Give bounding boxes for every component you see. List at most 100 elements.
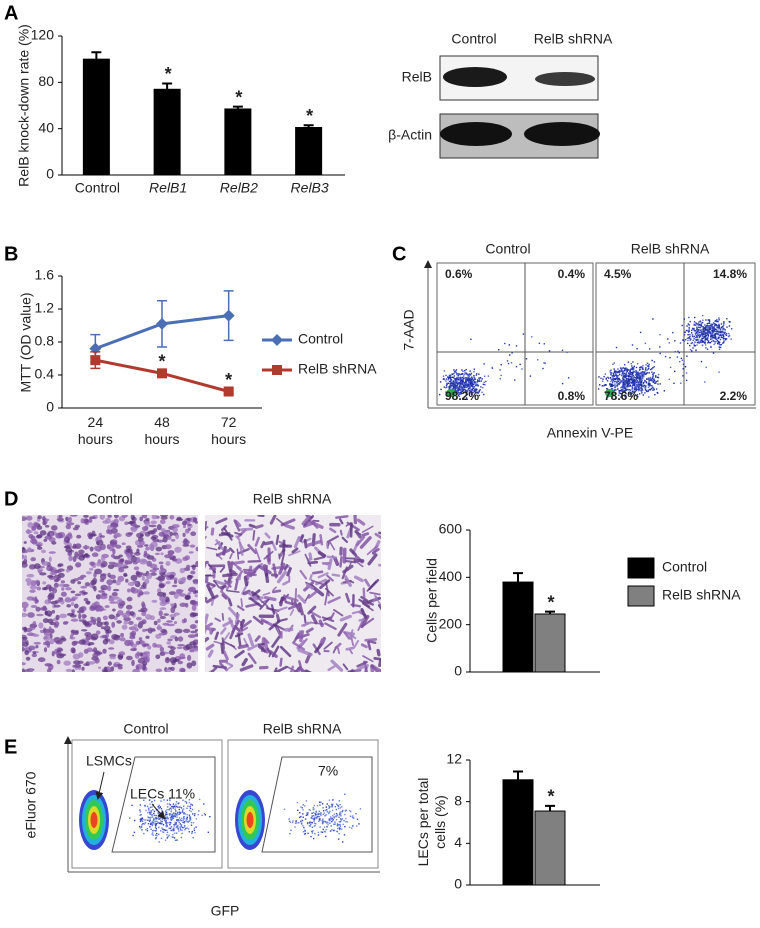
event-dot <box>336 803 337 804</box>
event-dot <box>165 822 166 823</box>
event-dot <box>724 328 725 329</box>
event-dot <box>640 332 641 333</box>
event-dot <box>713 352 714 353</box>
event-dot <box>198 810 199 811</box>
event-dot <box>720 344 721 345</box>
event-dot <box>340 815 341 816</box>
event-dot <box>655 377 656 378</box>
cell <box>59 515 63 518</box>
cell <box>26 530 33 533</box>
cell <box>159 532 166 537</box>
event-dot <box>315 823 316 824</box>
event-dot <box>646 379 647 380</box>
event-dot <box>155 827 156 828</box>
cell <box>24 669 28 675</box>
event-dot <box>704 381 705 382</box>
cell <box>159 570 165 573</box>
event-dot <box>632 378 633 379</box>
blot-row-label: β-Actin <box>388 127 432 143</box>
cell <box>47 644 50 648</box>
event-dot <box>455 370 456 371</box>
event-dot <box>677 356 678 357</box>
significance-mark: * <box>306 106 313 126</box>
event-dot <box>467 377 468 378</box>
event-dot <box>664 390 665 391</box>
cell <box>160 513 168 517</box>
event-dot <box>350 811 351 812</box>
event-dot <box>347 821 348 822</box>
event-dot <box>478 385 479 386</box>
event-dot <box>450 375 451 376</box>
event-dot <box>147 806 148 807</box>
event-dot <box>458 373 459 374</box>
event-dot <box>720 329 721 330</box>
blot-row-label: RelB <box>402 69 432 85</box>
event-dot <box>461 373 462 374</box>
event-dot <box>652 390 653 391</box>
significance-mark: * <box>547 592 554 612</box>
y-axis-label: LECs per total cells (%) <box>415 767 449 877</box>
event-dot <box>467 384 468 385</box>
event-dot <box>186 803 187 804</box>
event-dot <box>610 377 611 378</box>
cell <box>189 587 196 592</box>
event-dot <box>618 383 619 384</box>
event-dot <box>509 354 510 355</box>
cell <box>102 593 108 596</box>
event-dot <box>614 381 615 382</box>
cell <box>24 555 27 560</box>
cell <box>209 584 214 586</box>
cell <box>24 541 27 544</box>
cell <box>159 607 166 610</box>
event-dot <box>297 802 298 803</box>
cell <box>177 517 182 520</box>
cell <box>118 603 124 609</box>
cell <box>70 514 77 517</box>
event-dot <box>344 826 345 827</box>
event-dot <box>193 822 194 823</box>
event-dot <box>714 325 715 326</box>
event-dot <box>339 821 340 822</box>
event-dot <box>616 377 617 378</box>
cell <box>74 604 79 609</box>
y-tick-label: 400 <box>439 568 463 584</box>
cell <box>33 621 37 626</box>
event-dot <box>720 332 721 333</box>
event-dot <box>690 338 691 339</box>
flow-x-label: Annexin V-PE <box>547 425 633 441</box>
event-dot <box>649 372 650 373</box>
event-dot <box>290 830 291 831</box>
event-dot <box>626 372 627 373</box>
event-dot <box>320 802 321 803</box>
event-dot <box>611 379 612 380</box>
event-dot <box>657 380 658 381</box>
event-dot <box>312 822 313 823</box>
cell <box>130 552 134 555</box>
event-dot <box>149 804 150 805</box>
cell <box>30 539 36 544</box>
event-dot <box>182 810 183 811</box>
event-dot <box>444 386 445 387</box>
cell <box>178 657 186 660</box>
event-dot <box>337 805 338 806</box>
event-dot <box>325 821 326 822</box>
event-dot <box>165 820 166 821</box>
event-dot <box>171 820 172 821</box>
cell <box>183 533 186 537</box>
event-dot <box>165 811 166 812</box>
event-dot <box>630 369 631 370</box>
cell <box>352 605 360 607</box>
event-dot <box>689 345 690 346</box>
cell <box>186 565 190 569</box>
cell <box>139 587 146 590</box>
cell <box>42 561 49 566</box>
event-dot <box>657 383 658 384</box>
event-dot <box>658 374 659 375</box>
event-dot <box>314 825 315 826</box>
cell <box>157 524 162 530</box>
cell <box>140 607 147 612</box>
event-dot <box>696 340 697 341</box>
event-dot <box>617 381 618 382</box>
line-marker <box>90 355 100 365</box>
event-dot <box>452 374 453 375</box>
